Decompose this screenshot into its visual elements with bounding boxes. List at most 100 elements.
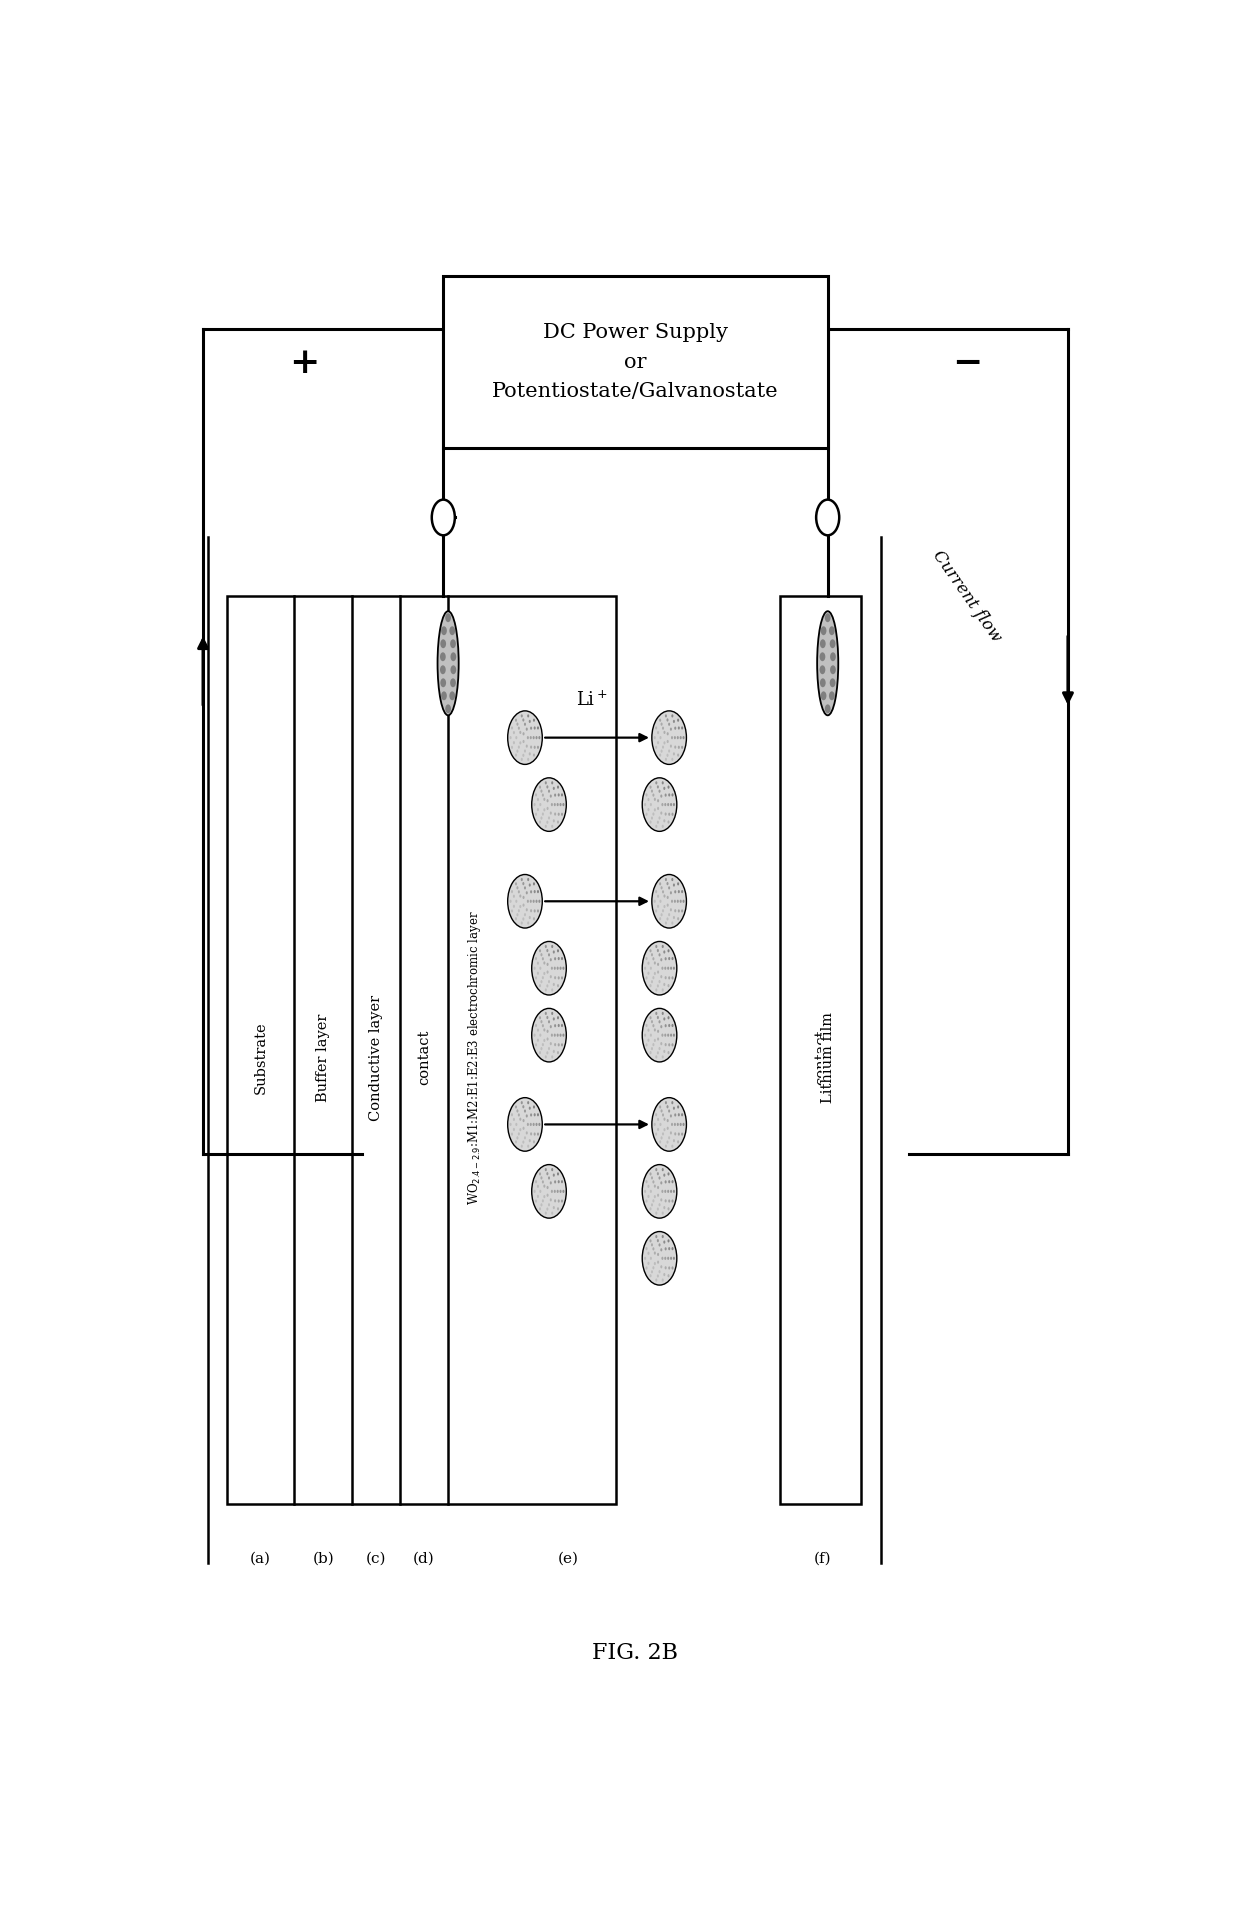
Circle shape	[559, 1034, 562, 1037]
Circle shape	[551, 966, 553, 970]
Circle shape	[547, 949, 548, 952]
Circle shape	[644, 1034, 646, 1037]
Circle shape	[533, 746, 536, 750]
Circle shape	[653, 798, 656, 802]
Circle shape	[655, 825, 657, 829]
Circle shape	[441, 626, 446, 636]
Circle shape	[518, 1132, 520, 1136]
Text: (e): (e)	[558, 1551, 579, 1565]
Circle shape	[527, 736, 529, 740]
Circle shape	[526, 1115, 528, 1117]
Text: (a): (a)	[250, 1551, 272, 1565]
Circle shape	[533, 1132, 536, 1136]
Circle shape	[542, 956, 544, 960]
Circle shape	[657, 1260, 660, 1264]
Circle shape	[543, 798, 546, 802]
Circle shape	[830, 692, 835, 699]
Circle shape	[667, 1051, 670, 1055]
Circle shape	[660, 900, 661, 902]
Circle shape	[655, 1055, 657, 1059]
Circle shape	[647, 1262, 650, 1265]
Circle shape	[660, 794, 662, 798]
Text: contact: contact	[813, 1030, 828, 1086]
Circle shape	[553, 1018, 554, 1020]
Circle shape	[677, 883, 680, 885]
Circle shape	[554, 956, 557, 960]
Circle shape	[653, 900, 656, 902]
Circle shape	[539, 1034, 542, 1037]
Circle shape	[548, 1020, 551, 1024]
Circle shape	[673, 966, 675, 970]
Circle shape	[534, 1043, 537, 1047]
Circle shape	[539, 786, 541, 788]
Circle shape	[821, 692, 826, 699]
Circle shape	[518, 1113, 520, 1117]
Text: Substrate: Substrate	[254, 1022, 268, 1094]
Text: Lithium film: Lithium film	[821, 1012, 835, 1103]
Circle shape	[660, 1122, 661, 1126]
Circle shape	[667, 1034, 670, 1037]
Circle shape	[537, 746, 539, 750]
Circle shape	[557, 804, 559, 806]
Circle shape	[542, 1180, 544, 1184]
Circle shape	[547, 1208, 548, 1211]
Circle shape	[560, 976, 563, 980]
Circle shape	[547, 1194, 548, 1196]
Circle shape	[650, 1173, 651, 1175]
Circle shape	[667, 1119, 668, 1122]
Text: Li$^+$: Li$^+$	[577, 692, 608, 711]
Circle shape	[551, 1211, 553, 1215]
Circle shape	[670, 1115, 672, 1117]
Circle shape	[554, 976, 557, 980]
Circle shape	[673, 1190, 675, 1192]
Circle shape	[830, 665, 836, 674]
Circle shape	[511, 891, 513, 893]
Circle shape	[663, 1128, 666, 1132]
Circle shape	[526, 728, 528, 730]
Circle shape	[670, 728, 672, 730]
Circle shape	[665, 813, 667, 815]
Circle shape	[515, 883, 517, 885]
Circle shape	[652, 875, 687, 927]
Circle shape	[678, 910, 680, 912]
Circle shape	[510, 1122, 512, 1126]
Circle shape	[682, 900, 684, 902]
Circle shape	[662, 1211, 663, 1215]
Circle shape	[537, 910, 539, 912]
Circle shape	[522, 753, 525, 757]
Circle shape	[551, 1055, 553, 1059]
Circle shape	[527, 922, 529, 925]
Circle shape	[658, 1020, 661, 1024]
Circle shape	[668, 1043, 671, 1047]
Circle shape	[533, 891, 536, 893]
Circle shape	[537, 1028, 539, 1032]
Text: WO$_{2.4-2.9}$:M1:M2:E1:E2:E3 electrochromic layer: WO$_{2.4-2.9}$:M1:M2:E1:E2:E3 electrochr…	[465, 910, 482, 1206]
Circle shape	[537, 808, 539, 811]
Circle shape	[667, 983, 670, 987]
Circle shape	[548, 1204, 551, 1206]
Circle shape	[657, 983, 658, 987]
Circle shape	[539, 949, 541, 952]
Circle shape	[542, 1200, 544, 1202]
Circle shape	[662, 726, 665, 730]
Circle shape	[650, 949, 651, 952]
Circle shape	[663, 819, 666, 823]
Circle shape	[662, 1132, 665, 1136]
Circle shape	[673, 1122, 676, 1126]
Circle shape	[650, 1256, 652, 1260]
Circle shape	[646, 1200, 647, 1202]
Circle shape	[662, 1113, 665, 1117]
Circle shape	[673, 1256, 675, 1260]
Circle shape	[657, 784, 658, 788]
Circle shape	[647, 1184, 650, 1188]
Circle shape	[663, 904, 666, 908]
Circle shape	[560, 794, 563, 796]
Circle shape	[661, 723, 662, 726]
Circle shape	[667, 904, 668, 906]
Circle shape	[663, 1018, 666, 1020]
Circle shape	[652, 1097, 687, 1151]
Circle shape	[532, 779, 567, 831]
Circle shape	[681, 746, 683, 750]
Circle shape	[516, 887, 518, 889]
Circle shape	[658, 817, 661, 819]
